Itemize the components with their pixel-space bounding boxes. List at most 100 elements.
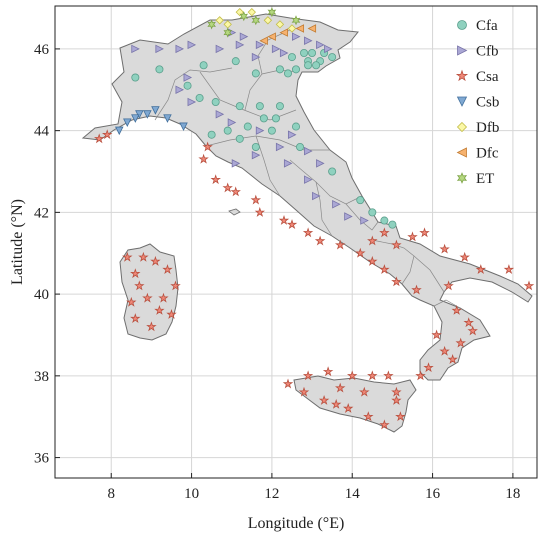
station-marker-cfa [388, 220, 397, 229]
station-marker-cfb [344, 212, 353, 221]
region-border [433, 299, 461, 309]
station-marker-cfb [227, 118, 237, 127]
station-marker-csa [463, 317, 474, 328]
station-marker-et [207, 19, 216, 30]
station-marker-cfb [316, 40, 325, 50]
station-marker-cfa [251, 69, 260, 78]
region-border [371, 239, 415, 285]
legend-marker-dfc [456, 147, 467, 158]
station-marker-csa [379, 419, 390, 430]
station-marker-csa [93, 133, 105, 144]
station-marker-cfa [195, 93, 204, 102]
station-marker-cfb [279, 48, 289, 58]
station-marker-cfb [316, 159, 325, 168]
legend-label-dfb: Dfb [476, 120, 499, 136]
station-marker-csa [395, 411, 406, 422]
station-marker-cfa [304, 61, 313, 70]
station-marker-cfb [304, 36, 313, 45]
legend-marker-cfa [457, 20, 467, 30]
region-border [154, 67, 233, 121]
station-marker-dfc [307, 24, 317, 33]
station-marker-cfa [328, 167, 337, 176]
station-marker-et [223, 27, 233, 38]
station-marker-et [239, 11, 249, 22]
station-marker-csb [123, 118, 132, 127]
station-marker-csa [318, 394, 330, 405]
station-marker-csa [230, 186, 241, 197]
station-marker-cfb [324, 44, 333, 54]
station-markers [93, 7, 535, 430]
station-marker-cfa [308, 48, 317, 57]
legend-label-cfb: Cfb [476, 44, 499, 60]
elba-island [228, 208, 241, 216]
station-marker-csa [302, 227, 314, 238]
x-tick-label: 16 [425, 486, 441, 502]
station-marker-cfb [332, 199, 341, 209]
station-marker-csa [138, 251, 149, 262]
station-marker-csa [322, 366, 334, 377]
station-marker-dfb [287, 24, 297, 33]
station-marker-csa [202, 141, 213, 152]
sicily [293, 375, 417, 433]
station-marker-cfb [271, 44, 281, 54]
station-marker-cfa [243, 122, 252, 131]
station-marker-csa [222, 182, 233, 193]
y-axis-ticks: 36 38 40 42 44 46 [34, 42, 60, 467]
x-axis-ticks: 8 10 12 14 16 18 [107, 473, 520, 502]
station-marker-cfb [231, 159, 241, 168]
x-axis-label: Longitude (°E) [248, 515, 345, 532]
region-border [315, 181, 333, 237]
station-marker-dfb [215, 16, 224, 25]
station-marker-cfb [131, 44, 140, 54]
station-marker-cfb [255, 40, 265, 50]
y-tick-label: 44 [34, 124, 50, 140]
station-marker-csa [363, 411, 374, 422]
station-marker-csa [150, 255, 161, 266]
x-tick-label: 8 [107, 486, 115, 502]
region-border [257, 29, 291, 75]
station-marker-cfa [291, 65, 300, 74]
region-border [413, 255, 445, 293]
station-marker-cfa [255, 102, 264, 111]
station-marker-cfb [239, 32, 249, 41]
station-marker-dfc [259, 36, 268, 45]
station-marker-csa [142, 292, 153, 303]
station-marker-csa [415, 370, 426, 381]
station-marker-csa [359, 386, 370, 397]
legend-label-dfc: Dfc [476, 146, 499, 162]
station-marker-cfa [380, 216, 389, 225]
station-marker-csa [302, 370, 314, 381]
station-marker-cfa [231, 57, 240, 66]
station-marker-csa [342, 403, 354, 413]
station-marker-csa [154, 305, 165, 315]
station-marker-cfa [300, 48, 309, 57]
station-marker-cfa [183, 81, 192, 90]
legend-label-et: ET [476, 171, 494, 187]
region-border [289, 159, 363, 205]
station-marker-et [251, 15, 261, 26]
station-marker-csb [151, 106, 160, 115]
station-marker-csa [298, 386, 310, 397]
station-marker-csa [210, 174, 221, 185]
station-marker-csa [314, 235, 326, 246]
station-marker-cfa [199, 61, 208, 70]
station-marker-csa [379, 264, 390, 275]
station-marker-csa [101, 129, 113, 140]
plot-frame [54, 5, 538, 479]
y-tick-label: 40 [34, 287, 49, 303]
station-marker-et [267, 7, 277, 18]
station-marker-cfa [271, 114, 280, 123]
station-marker-cfa [259, 114, 268, 123]
station-marker-cfa [275, 102, 284, 111]
station-marker-csa [331, 398, 342, 409]
station-marker-csa [130, 268, 141, 279]
station-marker-csb [135, 110, 144, 119]
legend-marker-dfb [456, 121, 468, 133]
station-marker-csb [179, 122, 188, 132]
station-marker-cfb [175, 85, 185, 95]
station-marker-et [291, 15, 301, 26]
y-tick-label: 36 [34, 451, 50, 467]
station-marker-cfb [304, 146, 313, 156]
legend-label-csb: Csb [476, 95, 499, 111]
station-marker-cfb [251, 52, 261, 62]
